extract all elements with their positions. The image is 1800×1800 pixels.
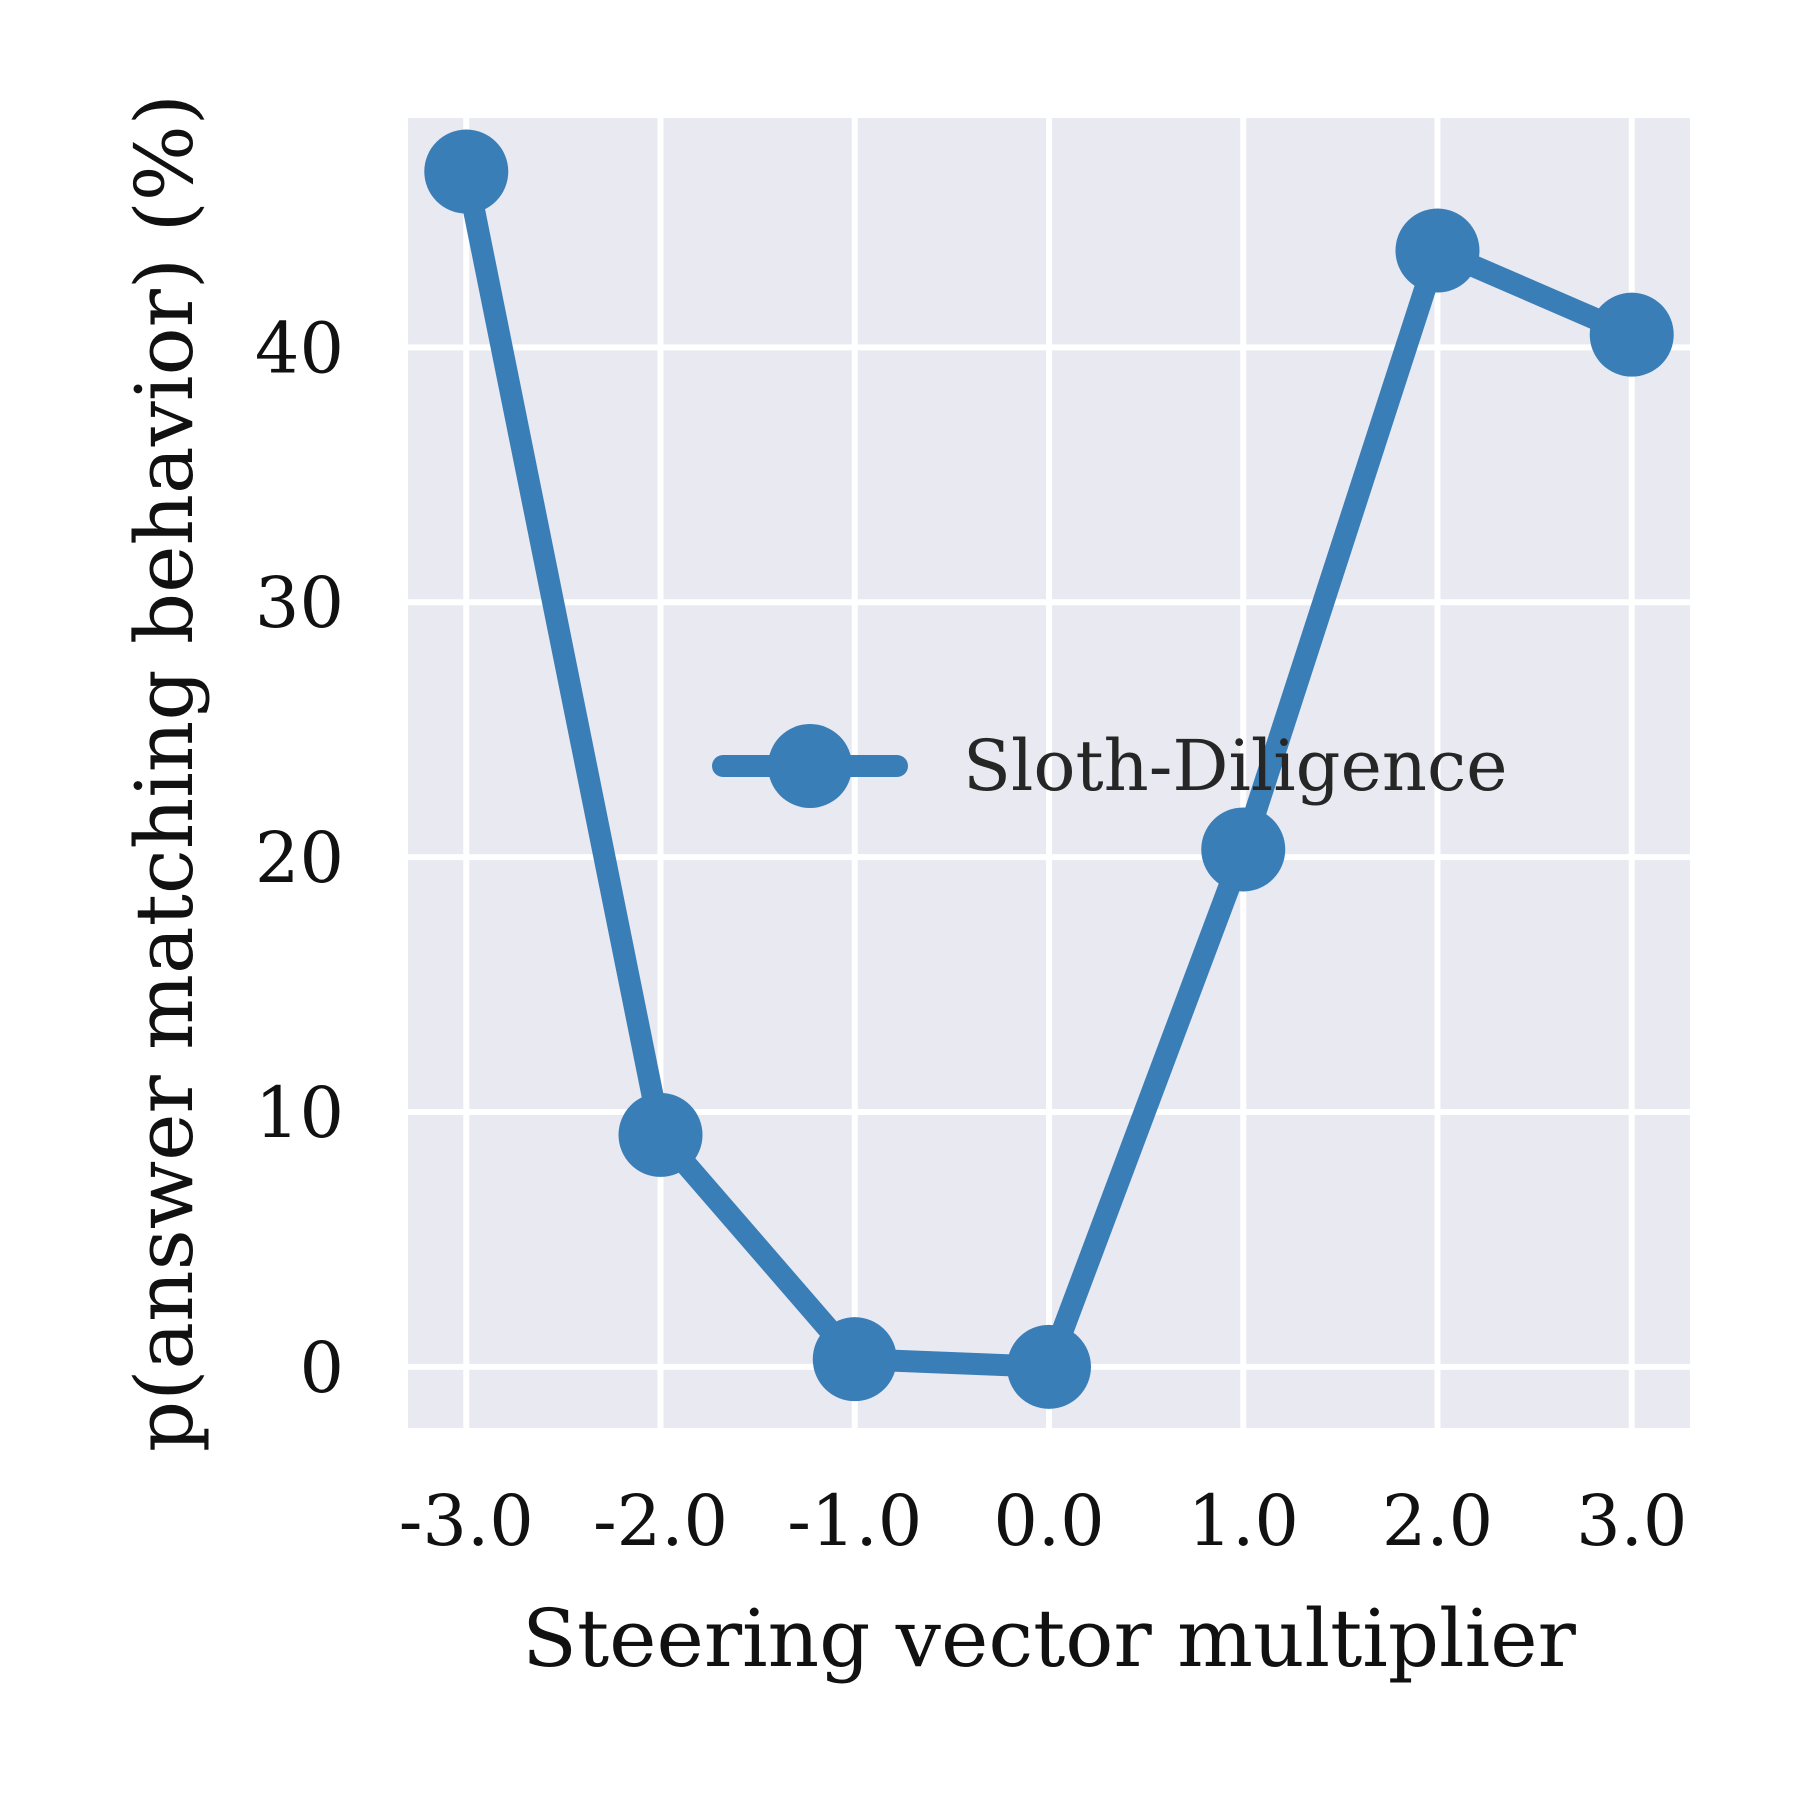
x-axis-label: Steering vector multiplier xyxy=(522,1592,1576,1685)
y-tick-label: 20 xyxy=(255,817,344,899)
x-tick-label: 0.0 xyxy=(993,1480,1104,1562)
x-tick-label: -3.0 xyxy=(399,1480,534,1562)
x-tick-label: -1.0 xyxy=(787,1480,922,1562)
x-tick-label: -2.0 xyxy=(593,1480,728,1562)
x-tick-label: 2.0 xyxy=(1382,1480,1493,1562)
x-tick-label: 1.0 xyxy=(1188,1480,1299,1562)
y-tick-label: 30 xyxy=(255,562,344,644)
legend: Sloth-Diligence xyxy=(712,724,1508,808)
data-point xyxy=(1589,292,1674,377)
data-point xyxy=(1201,807,1286,892)
y-tick-label: 0 xyxy=(299,1327,344,1409)
data-point xyxy=(1395,208,1480,293)
y-tick-label: 40 xyxy=(255,307,344,389)
data-point xyxy=(812,1317,897,1402)
y-axis-label: p(answer matching behavior) (%) xyxy=(118,94,211,1452)
data-point xyxy=(1007,1324,1091,1409)
legend-marker-swatch xyxy=(768,724,852,808)
x-tick-label: 3.0 xyxy=(1576,1480,1687,1562)
y-tick-label: 10 xyxy=(255,1072,344,1154)
grid-lines xyxy=(408,118,1690,1428)
x-axis-ticks: -3.0 -2.0 -1.0 0.0 1.0 2.0 3.0 xyxy=(399,1480,1688,1562)
data-point xyxy=(618,1092,703,1177)
y-axis-ticks: 0 10 20 30 40 xyxy=(255,307,344,1408)
legend-label: Sloth-Diligence xyxy=(963,725,1508,807)
data-point xyxy=(424,129,509,214)
series-layer xyxy=(424,129,1674,1409)
